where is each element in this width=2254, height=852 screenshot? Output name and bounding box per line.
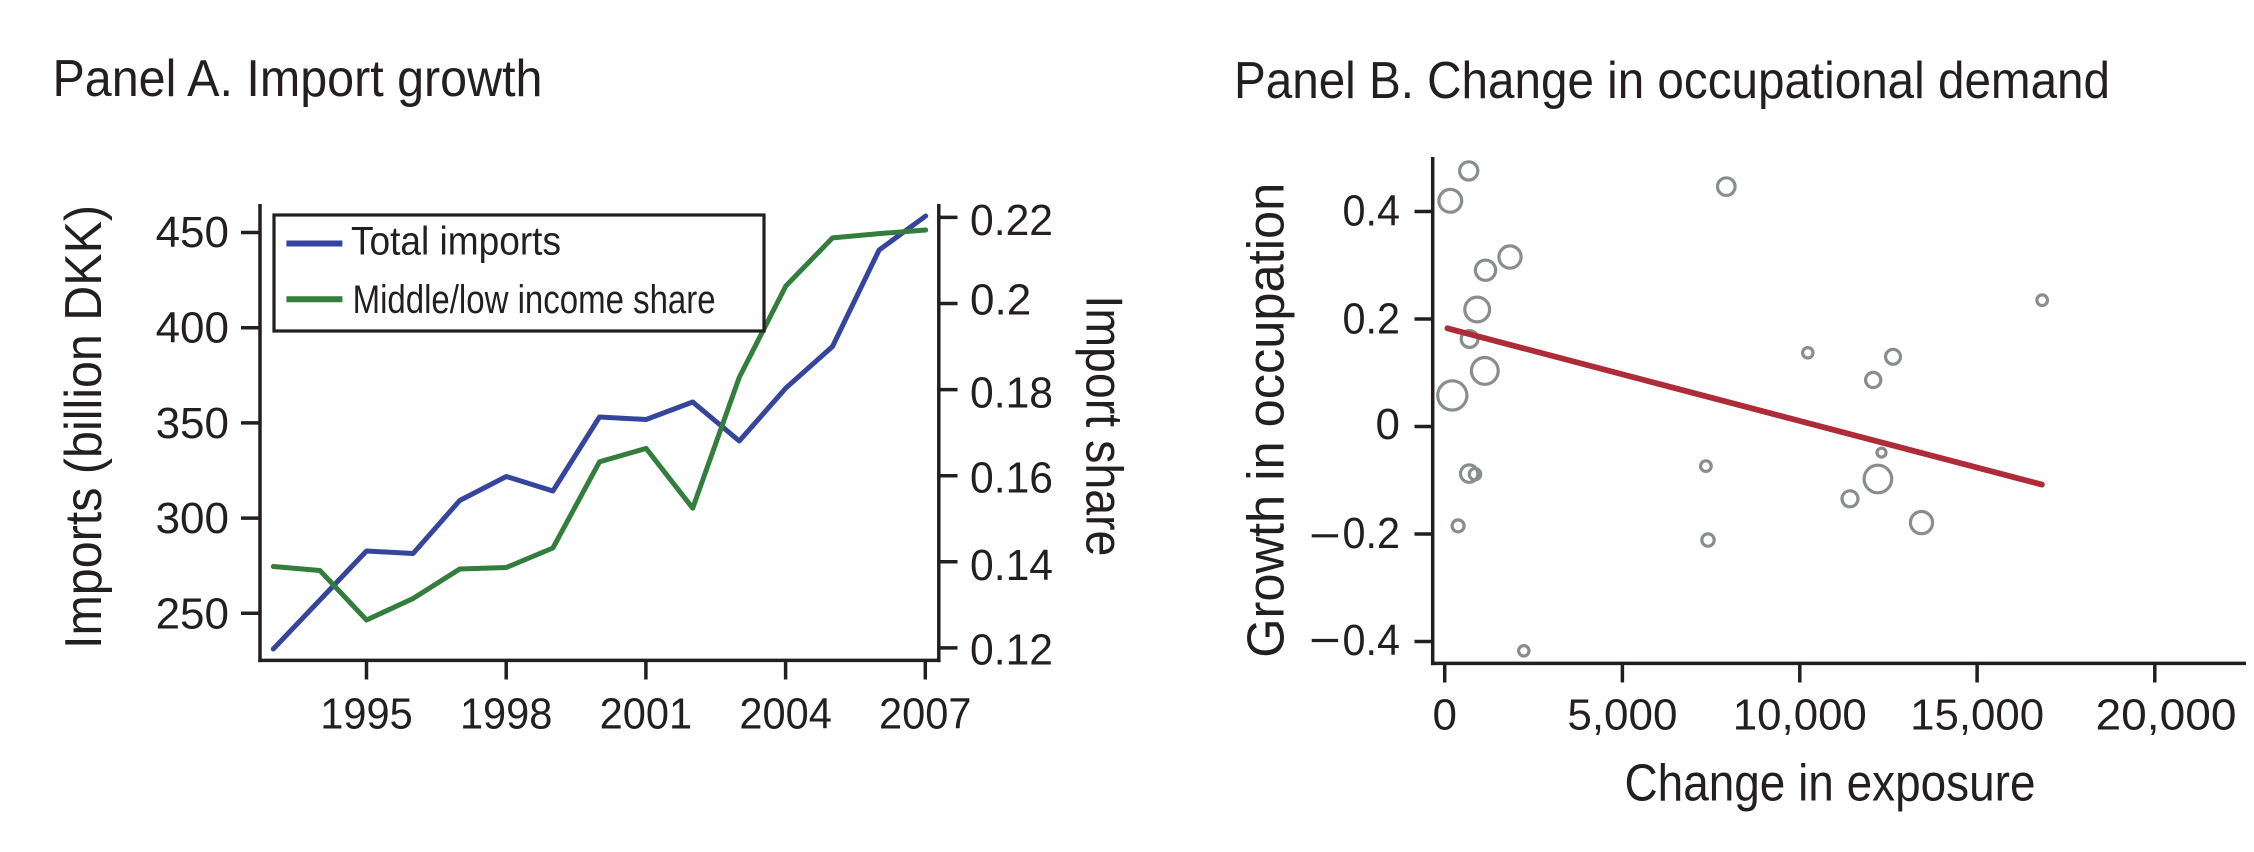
svg-text:2004: 2004 — [739, 690, 832, 739]
svg-text:1998: 1998 — [460, 690, 553, 739]
svg-text:300: 300 — [156, 494, 229, 543]
svg-text:0.16: 0.16 — [970, 454, 1053, 503]
svg-text:Total imports: Total imports — [351, 220, 561, 264]
svg-text:0.4: 0.4 — [1343, 616, 1401, 665]
svg-text:0.2: 0.2 — [1343, 294, 1401, 343]
svg-text:0.18: 0.18 — [970, 368, 1053, 417]
svg-text:Imports (billion DKK): Imports (billion DKK) — [55, 205, 113, 649]
svg-text:350: 350 — [156, 399, 229, 448]
svg-text:Panel B. Change in occupationa: Panel B. Change in occupational demand — [1234, 52, 2110, 110]
svg-text:5,000: 5,000 — [1567, 690, 1677, 739]
svg-text:450: 450 — [156, 208, 229, 257]
svg-text:15,000: 15,000 — [1910, 690, 2044, 739]
svg-text:0: 0 — [1432, 690, 1456, 739]
svg-text:0.2: 0.2 — [970, 276, 1031, 325]
svg-text:400: 400 — [156, 304, 229, 353]
svg-text:2001: 2001 — [600, 690, 693, 739]
svg-text:20,000: 20,000 — [2096, 690, 2237, 739]
svg-text:10,000: 10,000 — [1733, 690, 1867, 739]
svg-text:250: 250 — [156, 589, 229, 638]
svg-text:2007: 2007 — [879, 690, 972, 739]
svg-text:Middle/low income share: Middle/low income share — [353, 278, 716, 322]
svg-text:0.2: 0.2 — [1343, 509, 1401, 558]
svg-text:0: 0 — [1376, 400, 1400, 449]
svg-text:Panel A. Import growth: Panel A. Import growth — [53, 50, 543, 108]
svg-text:0.4: 0.4 — [1343, 186, 1401, 235]
svg-text:0.22: 0.22 — [970, 196, 1053, 245]
svg-text:1995: 1995 — [320, 690, 413, 739]
svg-text:Change in exposure: Change in exposure — [1625, 755, 2036, 813]
svg-text:Import share: Import share — [1075, 295, 1133, 556]
svg-text:0.12: 0.12 — [970, 626, 1053, 675]
svg-text:0.14: 0.14 — [970, 541, 1053, 590]
svg-text:Growth in occupation: Growth in occupation — [1238, 183, 1296, 658]
